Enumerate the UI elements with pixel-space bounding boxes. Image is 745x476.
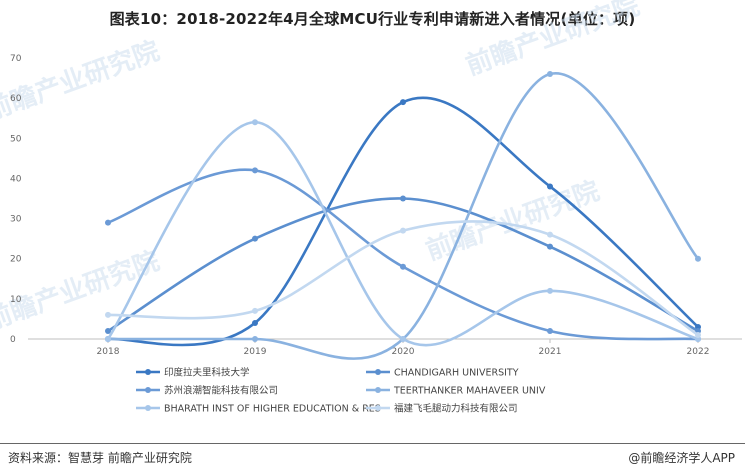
- data-point: [252, 319, 258, 326]
- series-line: [106, 72, 700, 360]
- legend-label: 福建飞毛腿动力科技有限公司: [394, 403, 518, 415]
- y-tick-label: 10: [10, 295, 22, 305]
- legend-marker: [375, 369, 381, 375]
- legend-marker: [145, 405, 151, 411]
- legend-item: 苏州浪潮智能科技有限公司: [136, 385, 278, 397]
- source-note: 资料来源：智慧芽 前瞻产业研究院: [8, 451, 192, 465]
- x-tick-label: 2020: [392, 347, 415, 357]
- watermark-text: 前瞻产业研究院: [462, 0, 644, 82]
- data-point: [547, 183, 553, 190]
- x-tick-label: 2018: [97, 347, 120, 357]
- legend-item: BHARATH INST OF HIGHER EDUCATION & RES: [136, 404, 381, 415]
- legend-item: 印度拉夫里科技大学: [136, 367, 250, 379]
- data-point: [547, 287, 553, 294]
- y-tick-label: 50: [10, 134, 22, 144]
- y-tick-label: 70: [10, 54, 22, 64]
- series-4: [105, 71, 701, 360]
- legend-item: TEERTHANKER MAHAVEER UNIV: [366, 386, 546, 397]
- series-line: [106, 120, 700, 347]
- y-tick-label: 0: [10, 335, 16, 345]
- data-point: [400, 263, 406, 270]
- y-tick-label: 40: [10, 174, 22, 184]
- data-point: [252, 336, 258, 342]
- data-point: [105, 219, 111, 226]
- data-point: [400, 99, 406, 106]
- series-line: [106, 96, 700, 347]
- data-point: [547, 71, 553, 78]
- data-point: [252, 119, 258, 126]
- footer: 资料来源：智慧芽 前瞻产业研究院 @前瞻经济学人APP: [0, 443, 745, 476]
- data-point: [547, 243, 553, 250]
- chart-series: [105, 71, 701, 360]
- data-point: [547, 327, 553, 334]
- data-point: [105, 336, 111, 342]
- legend-item: 福建飞毛腿动力科技有限公司: [366, 403, 518, 415]
- legend-label: 印度拉夫里科技大学: [164, 367, 250, 379]
- data-point: [252, 307, 258, 314]
- data-point: [252, 235, 258, 242]
- legend-label: 苏州浪潮智能科技有限公司: [164, 385, 278, 397]
- legend-label: BHARATH INST OF HIGHER EDUCATION & RES: [164, 404, 381, 415]
- legend-label: TEERTHANKER MAHAVEER UNIV: [393, 386, 546, 397]
- data-point: [400, 195, 406, 202]
- watermark-text: 前瞻产业研究院: [0, 35, 163, 126]
- y-tick-label: 60: [10, 94, 22, 104]
- watermark-text: 前瞻产业研究院: [0, 245, 163, 336]
- series-3: [105, 167, 701, 342]
- chart-title: 图表10：2018-2022年4月全球MCU行业专利申请新进入者情况(单位：项): [109, 10, 636, 28]
- x-tick-label: 2019: [244, 347, 267, 357]
- data-point: [547, 231, 553, 238]
- data-point: [400, 227, 406, 234]
- data-point: [400, 336, 406, 342]
- series-6: [105, 220, 701, 338]
- series-line: [106, 168, 700, 341]
- legend-marker: [375, 387, 381, 393]
- legend-label: CHANDIGARH UNIVERSITY: [394, 368, 519, 379]
- data-point: [695, 331, 701, 338]
- brand-note: @前瞻经济学人APP: [628, 451, 735, 465]
- data-point: [105, 311, 111, 318]
- watermark-text: 前瞻产业研究院: [422, 175, 604, 266]
- data-point: [105, 327, 111, 334]
- legend-marker: [145, 387, 151, 393]
- legend-item: CHANDIGARH UNIVERSITY: [366, 368, 519, 379]
- x-tick-label: 2022: [687, 347, 710, 357]
- data-point: [252, 167, 258, 174]
- x-tick-label: 2021: [539, 347, 562, 357]
- data-point: [695, 255, 701, 262]
- legend-marker: [145, 369, 151, 375]
- legend-marker: [375, 405, 381, 411]
- y-tick-label: 20: [10, 255, 22, 265]
- y-tick-label: 30: [10, 215, 22, 225]
- series-1: [105, 96, 701, 347]
- chart-legend: 印度拉夫里科技大学 CHANDIGARH UNIVERSITY 苏州浪潮智能科技有限…: [136, 367, 546, 415]
